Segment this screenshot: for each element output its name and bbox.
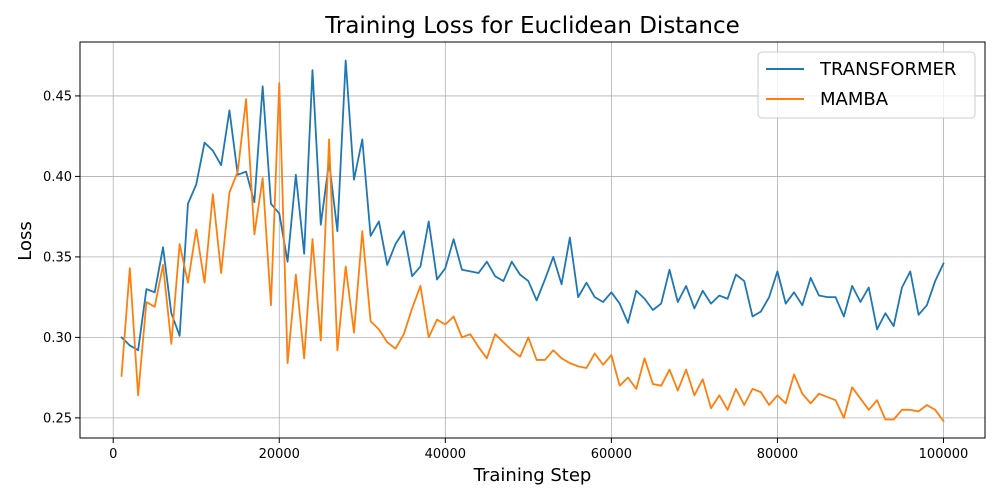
plot-frame	[79, 41, 986, 439]
y-tick-label: 0.40	[43, 170, 72, 185]
y-tick-label: 0.45	[43, 89, 72, 104]
x-axis-ticks: 0 20000 40000 60000 80000 100000	[109, 438, 968, 462]
series-line-mamba	[120, 82, 945, 423]
series-line-transformer	[120, 59, 945, 352]
y-tick-label: 0.30	[43, 331, 72, 346]
legend-label-mamba: MAMBA	[820, 89, 889, 110]
x-tick-label: 100000	[919, 447, 969, 462]
legend-label-transformer: TRANSFORMER	[819, 59, 956, 80]
series-lines	[120, 59, 945, 423]
y-tick-label: 0.35	[43, 250, 72, 265]
legend-box	[757, 51, 976, 119]
y-axis-ticks: 0.25 0.30 0.35 0.40 0.45	[43, 89, 80, 426]
x-tick-label: 80000	[757, 447, 798, 462]
x-tick-label: 40000	[425, 447, 466, 462]
x-axis-label: Training Step	[473, 465, 592, 486]
y-tick-label: 0.25	[43, 411, 72, 426]
x-tick-label: 20000	[259, 447, 300, 462]
x-tick-label: 0	[109, 447, 117, 462]
chart-title: Training Loss for Euclidean Distance	[324, 13, 740, 39]
y-axis-label: Loss	[15, 221, 36, 260]
legend: TRANSFORMER MAMBA	[757, 51, 976, 119]
x-tick-label: 60000	[591, 447, 632, 462]
